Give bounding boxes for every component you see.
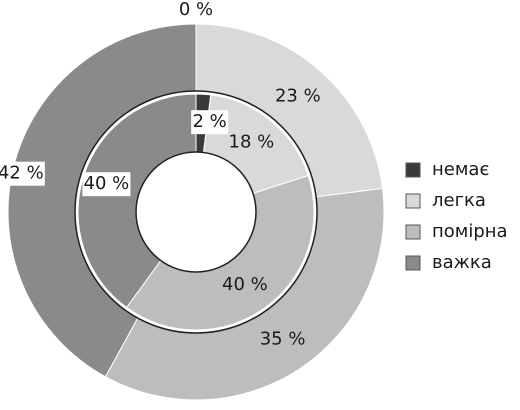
legend-label-0: немає <box>432 159 489 180</box>
inner-ring-label-2: 40 % <box>222 274 268 295</box>
ring-divider-outline <box>74 90 318 334</box>
outer-ring-label-2: 35 % <box>260 328 306 349</box>
outer-ring-label-1: 23 % <box>275 85 321 106</box>
legend-swatch-0 <box>405 162 421 178</box>
outer-ring-label-0: 0 % <box>179 0 213 20</box>
inner-ring-label-box-0 <box>191 110 229 135</box>
ring-divider <box>76 92 316 332</box>
outer-ring-label-3: 42 % <box>0 163 44 184</box>
legend-swatch-1 <box>405 193 421 209</box>
chart-labels: 0 % 23 % 35 % 42 % 2 %18 % 40 % 40 % <box>0 0 321 349</box>
outer-ring-slice-2 <box>104 187 385 401</box>
inner-ring-label-box-3 <box>82 172 131 197</box>
legend-label-1: легка <box>432 190 486 211</box>
legend-label-2: помірна <box>432 221 508 242</box>
inner-ring-label-0: 2 % <box>193 111 227 132</box>
outer-ring-label-box-3 <box>0 161 45 186</box>
chart-rings <box>7 23 385 401</box>
chart-legend: немає легка помірна важка <box>405 159 508 273</box>
legend-swatch-2 <box>405 224 421 240</box>
legend-label-3: важка <box>432 252 492 273</box>
legend-swatch-3 <box>405 255 421 271</box>
inner-ring-label-3: 40 % <box>84 173 130 194</box>
inner-ring-label-1: 18 % <box>229 132 275 153</box>
donut-hole <box>135 151 257 273</box>
